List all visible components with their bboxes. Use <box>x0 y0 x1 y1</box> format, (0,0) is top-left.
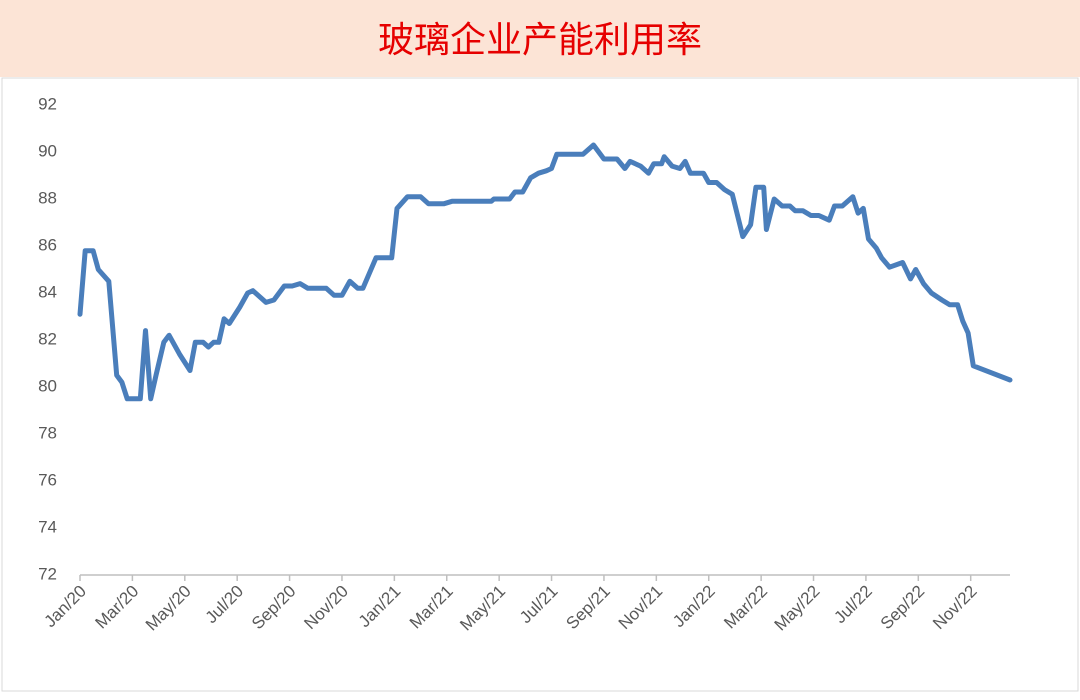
header-band <box>0 0 1080 77</box>
series-line <box>77 142 1013 402</box>
plot-frame <box>1 77 1079 692</box>
y-tick-label: 84 <box>38 282 57 301</box>
y-tick-label: 82 <box>38 329 57 348</box>
y-tick-label: 76 <box>38 470 57 489</box>
chart-title: 玻璃企业产能利用率 <box>378 20 702 61</box>
y-tick-label: 86 <box>38 235 57 254</box>
y-tick-label: 72 <box>38 564 57 583</box>
y-tick-label: 88 <box>38 188 57 207</box>
y-tick-label: 92 <box>38 94 57 113</box>
y-tick-label: 74 <box>38 517 57 536</box>
y-tick-label: 80 <box>38 376 57 395</box>
y-tick-label: 78 <box>38 423 57 442</box>
y-tick-label: 90 <box>38 141 57 160</box>
